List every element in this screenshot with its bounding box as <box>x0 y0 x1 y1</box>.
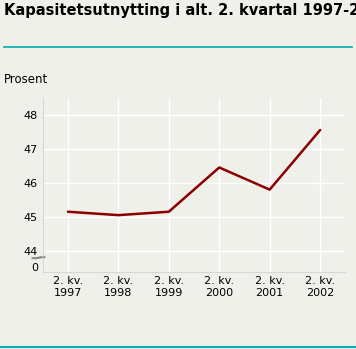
Text: Prosent: Prosent <box>4 73 48 86</box>
Text: Kapasitetsutnytting i alt. 2. kvartal 1997-2. kvartal 2002: Kapasitetsutnytting i alt. 2. kvartal 19… <box>4 3 356 18</box>
